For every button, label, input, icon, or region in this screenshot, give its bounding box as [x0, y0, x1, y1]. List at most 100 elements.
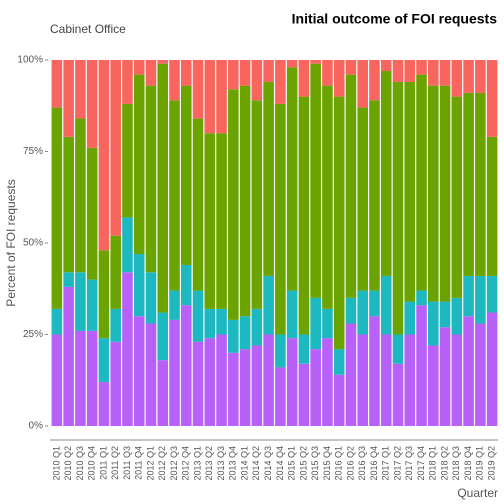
x-tick-label: 2016 Q2: [345, 446, 355, 481]
bar-segment: [75, 272, 86, 331]
x-tick-label: 2014 Q3: [263, 446, 273, 481]
x-tick-label: 2015 Q3: [310, 446, 320, 481]
x-tick-label: 2017 Q2: [392, 446, 402, 481]
bar-segment: [192, 118, 204, 291]
bar-segment: [192, 290, 204, 342]
bar-segment: [263, 275, 274, 335]
bar-segment: [345, 323, 357, 426]
bar-segment: [380, 275, 392, 335]
x-tick-label: 2017 Q1: [381, 446, 391, 481]
x-tick-label: 2017 Q4: [416, 446, 426, 481]
x-tick-label: 2013 Q2: [204, 446, 214, 481]
bar-segment: [310, 297, 321, 350]
bar-segment: [98, 382, 110, 426]
bar-segment: [86, 279, 98, 331]
x-tick-label: 2015 Q4: [322, 446, 332, 481]
bar-segment: [369, 100, 380, 291]
bar-segment: [475, 275, 486, 324]
bar-segment: [357, 107, 369, 291]
x-tick-label: 2019 Q1: [475, 446, 485, 481]
bar-segment: [369, 290, 380, 317]
bar-segment: [122, 272, 133, 426]
bar-segment: [251, 308, 263, 346]
x-tick-label: 2011 Q2: [110, 446, 120, 480]
bar-segment: [133, 253, 145, 317]
bar-segment: [169, 60, 180, 101]
y-tick-label: 25%: [23, 329, 43, 340]
bar-segment: [228, 60, 239, 90]
bar-segment: [428, 301, 439, 346]
bar-segment: [310, 349, 321, 426]
y-tick-label: 0%: [29, 421, 44, 432]
x-tick-label: 2014 Q1: [239, 446, 249, 481]
y-axis-label: Percent of FOI requests: [4, 179, 18, 306]
bar-segment: [345, 60, 357, 75]
bar-segment: [204, 60, 216, 134]
bar-segment: [192, 60, 204, 119]
bar-segment: [110, 341, 121, 426]
bar-segment: [51, 107, 63, 309]
bar-segment: [345, 74, 357, 298]
bar-segment: [286, 290, 298, 339]
bar-segment: [145, 60, 157, 86]
bar-segment: [275, 334, 286, 368]
x-tick-label: 2010 Q4: [87, 446, 97, 481]
bar-segment: [98, 60, 110, 251]
bar-segment: [322, 60, 333, 86]
bar-segment: [239, 316, 251, 350]
bar-segment: [204, 338, 216, 426]
bar-segment: [451, 60, 463, 97]
bar-segment: [463, 316, 474, 426]
x-tick-label: 2013 Q3: [216, 446, 226, 481]
x-tick-label: 2011 Q4: [134, 446, 144, 480]
bar-segment: [475, 323, 486, 426]
bar-segment: [380, 70, 392, 276]
x-axis-label: Quarter: [457, 486, 498, 500]
bar-segment: [333, 349, 345, 375]
x-tick-label: 2018 Q3: [451, 446, 461, 481]
bar-segment: [463, 92, 474, 276]
bar-segment: [251, 345, 263, 426]
bar-segment: [298, 363, 310, 426]
bar-segment: [169, 290, 180, 320]
bar-segment: [416, 74, 427, 291]
bar-segment: [322, 85, 333, 309]
bar-segment: [286, 67, 298, 291]
bar-segment: [133, 74, 145, 254]
bar-segment: [333, 60, 345, 97]
bar-segment: [310, 63, 321, 298]
bar-segment: [439, 327, 451, 426]
x-tick-label: 2011 Q1: [98, 446, 108, 480]
x-tick-label: 2011 Q3: [122, 446, 132, 480]
bar-segment: [428, 60, 439, 86]
x-tick-label: 2016 Q1: [334, 446, 344, 481]
bar-segment: [180, 305, 192, 426]
x-tick-label: 2012 Q2: [157, 446, 167, 481]
bar-segment: [275, 103, 286, 335]
bar-segment: [110, 235, 121, 309]
bar-segment: [486, 275, 498, 313]
bar-segment: [345, 297, 357, 324]
bar-segment: [251, 60, 263, 101]
bar-segment: [169, 100, 180, 291]
bar-segment: [157, 63, 169, 313]
bar-segment: [204, 133, 216, 309]
y-tick-label: 75%: [23, 146, 43, 157]
bar-segment: [169, 319, 180, 426]
bar-segment: [263, 334, 274, 426]
y-tick-label: 50%: [23, 238, 43, 249]
bar-segment: [63, 286, 74, 426]
bar-segment: [216, 133, 227, 309]
bar-segment: [322, 338, 333, 426]
bar-segment: [428, 345, 439, 426]
bar-segment: [369, 316, 380, 426]
bar-segment: [428, 85, 439, 302]
chart-title: Initial outcome of FOI requests: [292, 11, 498, 27]
bar-segment: [180, 60, 192, 86]
bar-segment: [110, 308, 121, 342]
bar-segment: [145, 272, 157, 324]
bar-segment: [357, 334, 369, 426]
x-tick-label: 2012 Q3: [169, 446, 179, 481]
bar-segment: [204, 308, 216, 339]
